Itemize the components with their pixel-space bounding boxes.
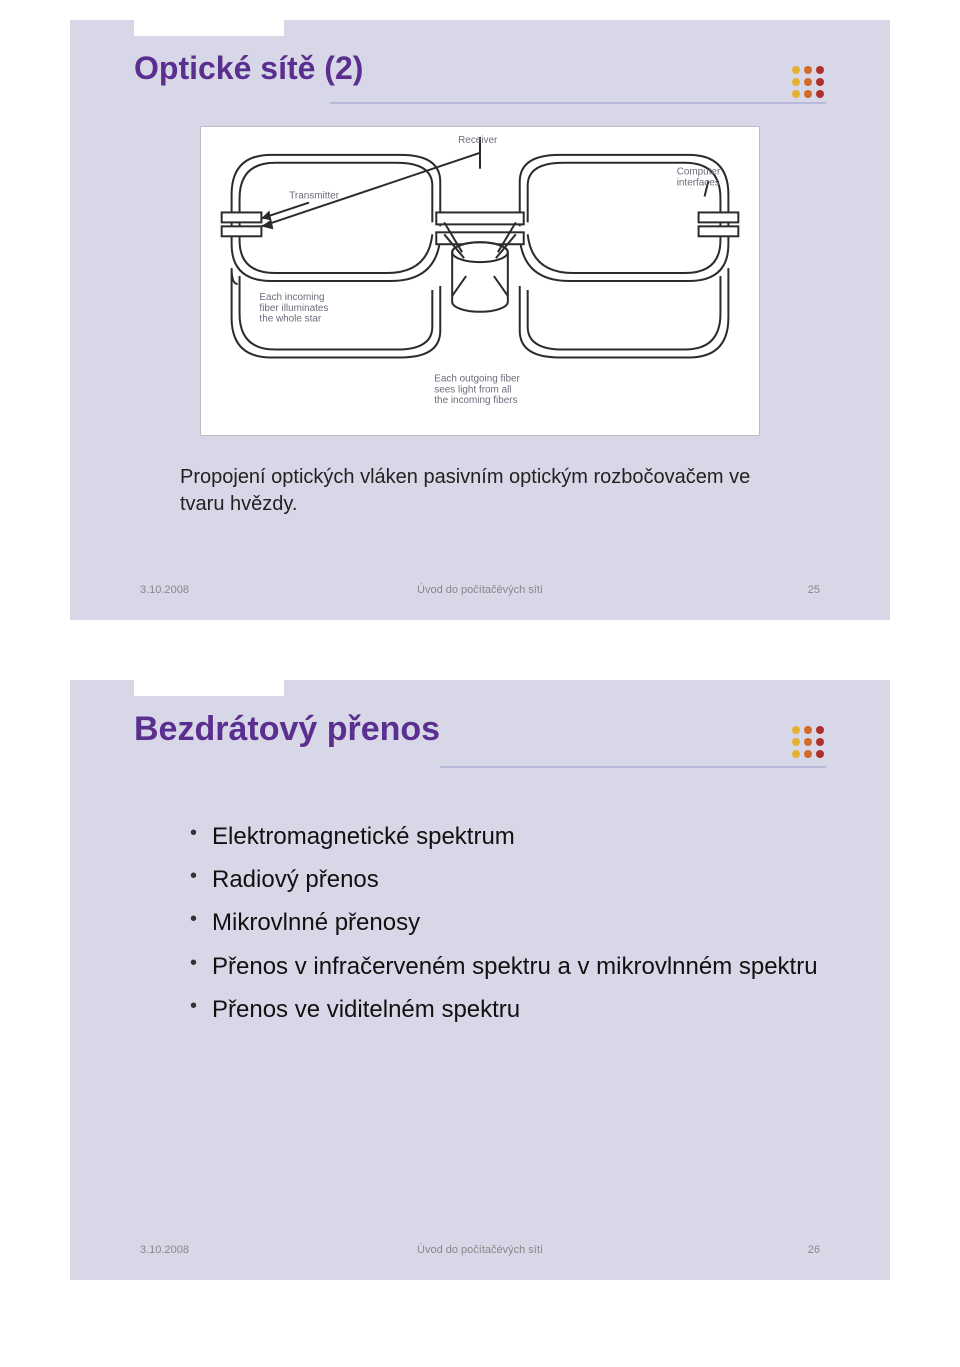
footer-date: 3.10.2008 — [140, 1244, 189, 1256]
bullet-item: Radiový přenos — [190, 861, 818, 898]
footer-title: Úvod do počítačévých sítí — [140, 1244, 820, 1256]
corner-strip — [134, 680, 284, 696]
bullet-item: Mikrovlnné přenosy — [190, 904, 818, 941]
content-area: Bezdrátový přenos — [134, 710, 826, 759]
footer-page: 25 — [808, 584, 820, 596]
slide-1: Optické sítě (2) — [70, 20, 890, 620]
page: Optické sítě (2) — [0, 0, 960, 1320]
slide-footer: 3.10.2008 Úvod do počítačévých sítí 25 — [140, 584, 820, 596]
bullet-item: Elektromagnetické spektrum — [190, 818, 818, 855]
footer-page: 26 — [808, 1244, 820, 1256]
slide-title: Bezdrátový přenos — [134, 710, 826, 749]
content-area: Optické sítě (2) — [134, 50, 826, 97]
diagram: Receiver Transmitter Computer interfaces… — [200, 126, 760, 436]
corner-strip — [134, 20, 284, 36]
slide-footer: 3.10.2008 Úvod do počítačévých sítí 26 — [140, 1244, 820, 1256]
slide-title: Optické sítě (2) — [134, 50, 826, 87]
bullet-item: Přenos v infračerveném spektru a v mikro… — [190, 948, 818, 985]
bullet-item: Přenos ve viditelném spektru — [190, 991, 818, 1028]
slide-2: Bezdrátový přenos Elektromagnetické spek… — [70, 680, 890, 1280]
diagram-label-receiver: Receiver — [458, 135, 498, 146]
title-rule — [440, 766, 826, 768]
slide-caption: Propojení optických vláken pasivním opti… — [180, 464, 800, 518]
diagram-label-incoming: Each incoming fiber illuminates the whol… — [259, 292, 331, 325]
footer-date: 3.10.2008 — [140, 584, 189, 596]
diagram-label-interfaces: Computer interfaces — [677, 167, 723, 189]
footer-title: Úvod do počítačévých sítí — [140, 584, 820, 596]
bullet-list: Elektromagnetické spektrum Radiový přeno… — [190, 818, 818, 1034]
title-rule — [330, 102, 826, 104]
diagram-label-outgoing: Each outgoing fiber sees light from all … — [434, 373, 522, 406]
diagram-label-transmitter: Transmitter — [289, 191, 339, 202]
